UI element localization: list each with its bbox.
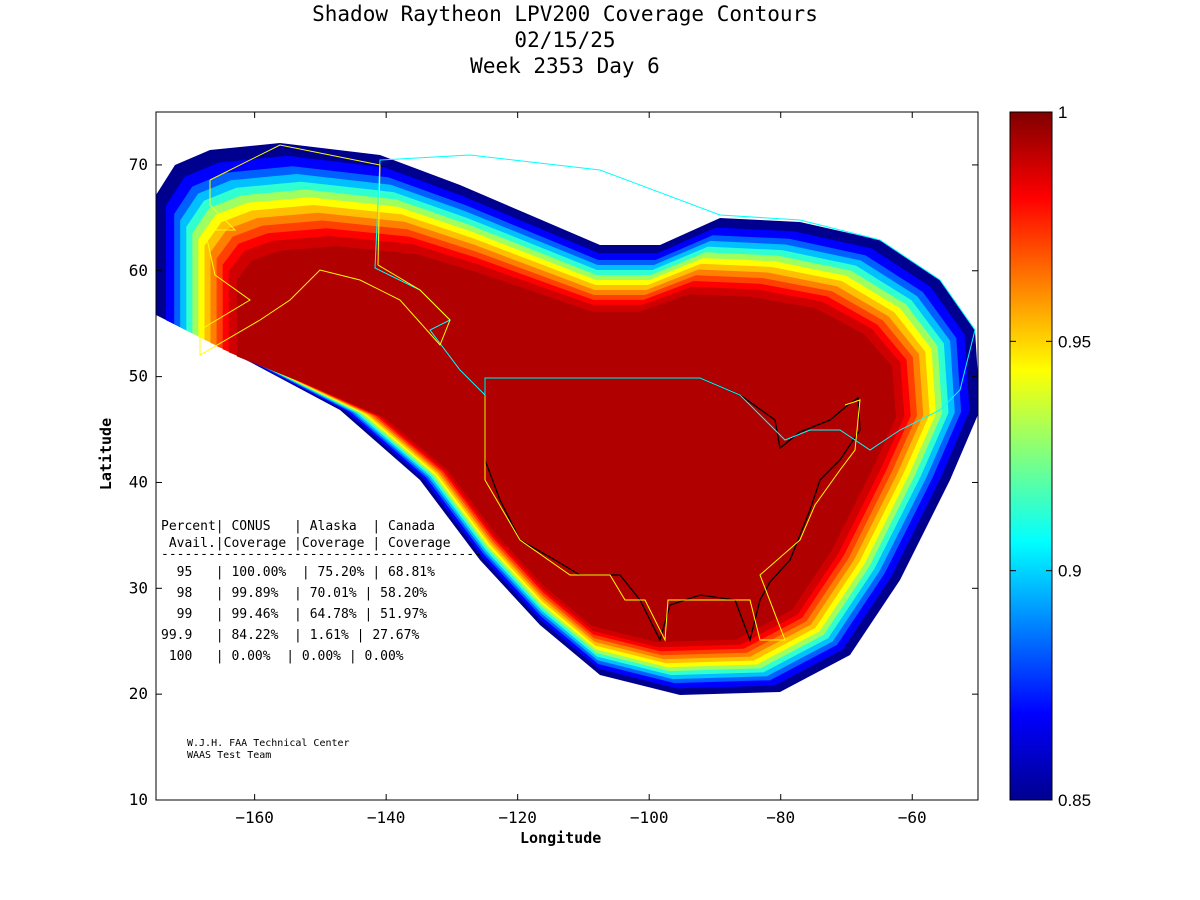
y-tick-label: 30 [129, 578, 148, 597]
x-tick-label: −60 [898, 808, 927, 827]
table-header-1: Percent| CONUS | Alaska | Canada [161, 519, 435, 534]
colorbar-ticks: 0.85 0.9 0.95 1 [1010, 103, 1091, 810]
table-header-2: Avail.|Coverage |Coverage | Coverage [161, 536, 451, 551]
title-line-1: Shadow Raytheon LPV200 Coverage Contours [312, 2, 818, 26]
table-row: 95 | 100.00% | 75.20% | 68.81% [161, 565, 435, 580]
y-tick-label: 50 [129, 367, 148, 386]
x-tick-label: −100 [630, 808, 669, 827]
credit-line-1: W.J.H. FAA Technical Center [187, 738, 350, 749]
colorbar-tick-label: 1 [1058, 103, 1067, 122]
x-axis-label: Longitude [520, 829, 602, 847]
colorbar-tick-label: 0.95 [1058, 332, 1091, 351]
y-tick-label: 70 [129, 155, 148, 174]
colorbar [1009, 111, 1053, 801]
title-line-3: Week 2353 Day 6 [470, 54, 660, 78]
y-axis-label: Latitude [97, 417, 116, 491]
coverage-table: Percent| CONUS | Alaska | Canada Avail.|… [161, 516, 482, 667]
credit-line-2: WAAS Test Team [187, 750, 272, 761]
map-outlines [199, 144, 976, 643]
chart-title: Shadow Raytheon LPV200 Coverage Contours… [0, 1, 1130, 79]
service-volume-yellow [484, 380, 861, 642]
title-line-2: 02/15/25 [514, 28, 616, 52]
table-row: 99.9 | 84.22% | 1.61% | 27.67% [161, 628, 420, 643]
contour-level [236, 246, 897, 643]
table-row: 98 | 99.89% | 70.01% | 58.20% [161, 586, 428, 601]
y-tick-label: 60 [129, 261, 148, 280]
y-tick-label: 40 [129, 472, 148, 491]
table-row: 100 | 0.00% | 0.00% | 0.00% [161, 649, 404, 664]
coverage-contours [156, 143, 978, 695]
y-tick-label: 10 [129, 790, 148, 809]
colorbar-tick-label: 0.85 [1058, 791, 1091, 810]
plot-frame [155, 111, 979, 801]
y-tick-label: 20 [129, 684, 148, 703]
credit-text: W.J.H. FAA Technical Center WAAS Test Te… [187, 738, 350, 762]
x-tick-label: −120 [498, 808, 537, 827]
table-divider: ----------------------------------------… [161, 547, 482, 562]
x-tick-label: −140 [367, 808, 406, 827]
alaska-volume-yellow [199, 144, 451, 356]
table-row: 99 | 99.46% | 64.78% | 51.97% [161, 607, 428, 622]
axis-ticks: −160 −140 −120 −100 −80 −60 10 20 30 40 50 60 70 [129, 112, 978, 827]
colorbar-tick-label: 0.9 [1058, 562, 1082, 581]
x-tick-label: −160 [235, 808, 274, 827]
x-tick-label: −80 [766, 808, 795, 827]
